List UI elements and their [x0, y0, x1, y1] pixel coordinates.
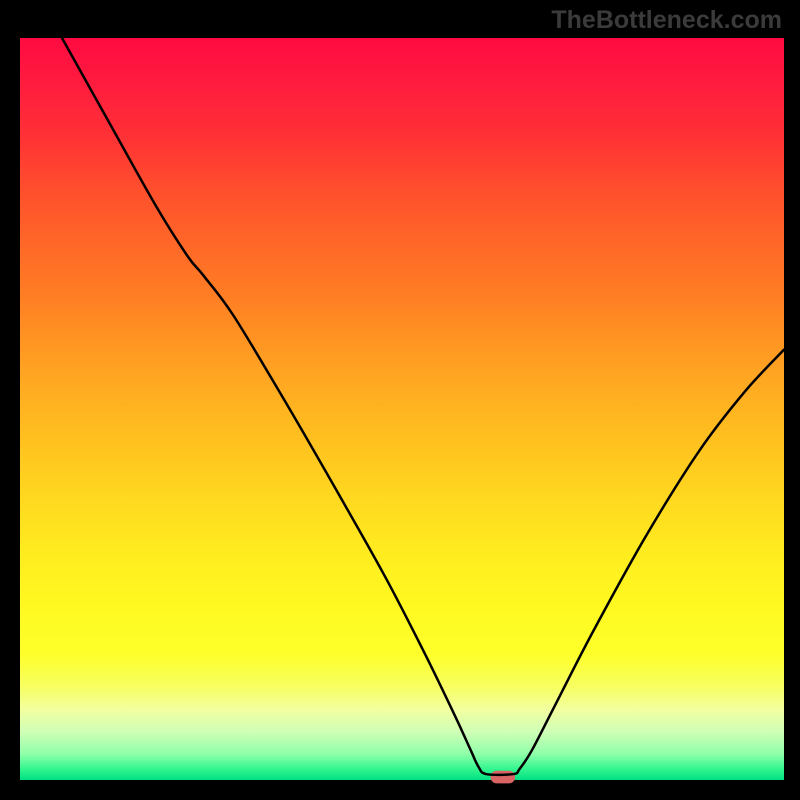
chart-background [20, 38, 784, 780]
bottleneck-chart [0, 0, 800, 800]
marker-pill [491, 771, 515, 784]
watermark-text: TheBottleneck.com [551, 6, 782, 35]
chart-container: TheBottleneck.com [0, 0, 800, 800]
